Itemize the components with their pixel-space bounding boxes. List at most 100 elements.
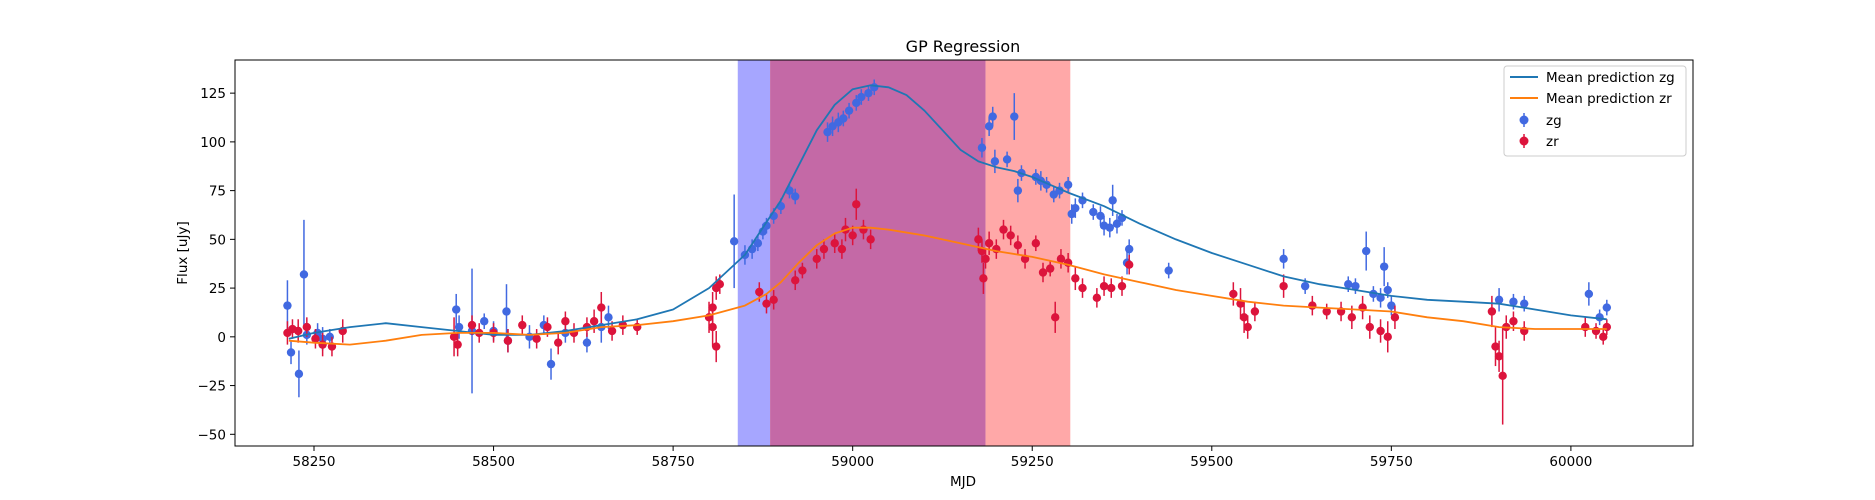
point-zr-64 <box>1092 293 1102 303</box>
point-zr-78 <box>1347 313 1357 322</box>
point-zg-41 <box>977 143 987 152</box>
legend-swatch-zg-points <box>1519 113 1529 127</box>
x-tick-label-59750: 59750 <box>1370 454 1413 470</box>
point-zr-21 <box>589 317 599 326</box>
point-zr-39 <box>830 239 839 248</box>
point-zr-83 <box>1390 313 1400 322</box>
point-zg-19 <box>582 338 592 347</box>
point-zg-77 <box>1387 301 1396 310</box>
point-zr-52 <box>999 225 1008 234</box>
point-zr-56 <box>1031 239 1041 248</box>
point-zr-33 <box>762 299 771 308</box>
point-zr-68 <box>1124 260 1134 269</box>
point-zg-42 <box>984 122 994 131</box>
point-zr-30 <box>708 322 717 332</box>
point-zr-22 <box>597 303 606 312</box>
legend-label-zr-line: Mean prediction zr <box>1546 91 1672 107</box>
point-zr-35 <box>791 276 800 285</box>
shaded-region-1 <box>770 60 986 446</box>
point-zg-9 <box>454 322 464 332</box>
y-tick-label-0: 0 <box>217 330 226 346</box>
point-zg-59 <box>1096 211 1105 221</box>
point-zr-80 <box>1365 322 1374 332</box>
point-zg-58 <box>1089 207 1098 217</box>
point-zr-60 <box>1056 254 1066 264</box>
point-zr-45 <box>866 235 875 244</box>
point-zr-89 <box>1509 317 1518 326</box>
x-tick-label-59500: 59500 <box>1190 454 1233 470</box>
point-zr-75 <box>1308 301 1317 310</box>
point-zg-31 <box>791 192 800 201</box>
point-zg-67 <box>1164 266 1173 275</box>
x-tick-label-58250: 58250 <box>293 454 336 470</box>
point-zg-37 <box>852 98 861 108</box>
point-zg-22 <box>729 237 739 246</box>
x-axis-ticks: 58250 58500 58750 59000 59250 59500 59750 60000 <box>293 446 1592 470</box>
point-zr-87 <box>1498 371 1507 381</box>
point-zg-13 <box>502 307 511 316</box>
point-zr-69 <box>1229 289 1238 299</box>
point-zr-58 <box>1045 264 1055 273</box>
line-mean-prediction-zr <box>288 226 1607 346</box>
point-zg-40 <box>870 83 879 92</box>
axes: 58250 58500 58750 59000 59250 59500 59750 60000… <box>175 59 1694 490</box>
point-zg-83 <box>1602 303 1612 312</box>
point-zr-93 <box>1599 332 1608 342</box>
point-zr-16 <box>543 322 552 332</box>
point-zr-73 <box>1250 307 1260 316</box>
point-zr-44 <box>859 225 868 234</box>
point-zg-27 <box>762 221 771 230</box>
point-zg-81 <box>1584 289 1594 299</box>
point-zr-38 <box>819 244 829 254</box>
point-zg-35 <box>839 114 848 123</box>
point-zr-9 <box>453 340 462 349</box>
point-zr-18 <box>561 317 570 326</box>
point-zr-10 <box>467 320 477 330</box>
point-zg-72 <box>1362 246 1371 256</box>
point-zr-14 <box>518 320 527 330</box>
point-zr-50 <box>984 239 994 248</box>
point-zr-71 <box>1239 313 1249 322</box>
point-zg-62 <box>1108 196 1117 205</box>
point-zg-69 <box>1300 281 1310 291</box>
point-zr-3 <box>302 322 312 332</box>
y-tick-label--50: −50 <box>198 427 227 443</box>
point-zg-68 <box>1279 254 1288 264</box>
point-zg-44 <box>990 157 1000 166</box>
line-mean-prediction-zg <box>288 84 1607 340</box>
point-zr-13 <box>503 336 513 345</box>
x-axis-label: MJD <box>950 474 976 490</box>
point-zr-66 <box>1107 283 1116 293</box>
y-axis-label: Flux [uJy] <box>175 221 191 284</box>
point-zg-1 <box>286 348 296 357</box>
y-tick-label--25: −25 <box>198 379 227 395</box>
point-zg-74 <box>1376 293 1385 303</box>
chart-title: GP Regression <box>906 37 1021 56</box>
point-zr-85 <box>1491 342 1500 351</box>
point-zg-45 <box>1002 155 1012 164</box>
point-zg-3 <box>299 270 309 279</box>
point-zr-65 <box>1099 281 1109 291</box>
point-zr-82 <box>1383 332 1392 342</box>
point-zg-21 <box>604 313 613 322</box>
y-tick-label-100: 100 <box>200 135 226 151</box>
point-zr-17 <box>554 338 563 347</box>
point-zg-25 <box>753 239 763 248</box>
x-tick-label-58500: 58500 <box>472 454 515 470</box>
legend-swatch-zr-points <box>1519 134 1529 148</box>
point-zr-27 <box>708 303 717 312</box>
point-zr-48 <box>979 274 988 283</box>
point-zr-81 <box>1376 326 1385 336</box>
point-zr-49 <box>981 254 990 264</box>
y-tick-label-75: 75 <box>209 184 226 200</box>
plot-frame <box>234 59 1694 447</box>
point-zg-32 <box>823 127 832 137</box>
point-zg-39 <box>864 88 873 98</box>
point-zg-80 <box>1520 299 1529 308</box>
point-zr-92 <box>1591 326 1601 336</box>
point-zr-29 <box>715 279 725 289</box>
y-tick-label-25: 25 <box>209 281 226 297</box>
point-zr-59 <box>1051 313 1060 322</box>
point-zr-2 <box>294 326 303 336</box>
